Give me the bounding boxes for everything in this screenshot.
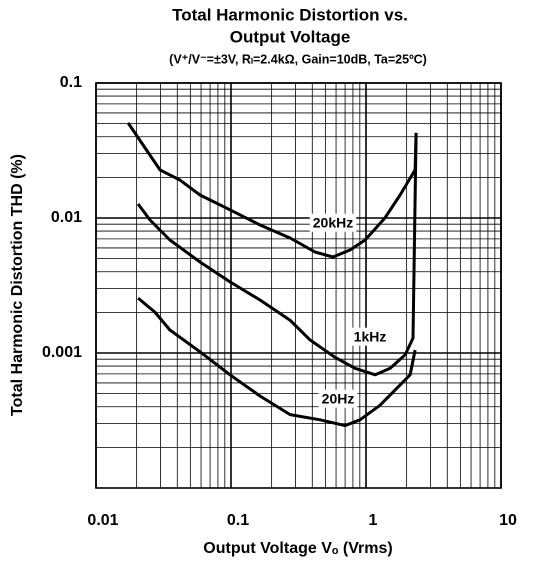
line-series — [126, 122, 418, 259]
chart-title: Output Voltage — [230, 27, 351, 46]
y-tick-label: 0.01 — [51, 209, 82, 226]
series-label-bg — [350, 327, 390, 346]
x-tick-label: 10 — [499, 512, 517, 529]
x-tick-label: 1 — [369, 512, 378, 529]
line-series — [137, 296, 417, 428]
series-label: 20Hz — [322, 391, 355, 407]
series-label: 20kHz — [313, 215, 353, 231]
chart-subtitle: (V⁺/V⁻=±3V, Rₗ=2.4kΩ, Gain=10dB, Ta=25ºC… — [169, 52, 427, 66]
series-label: 1kHz — [354, 329, 387, 345]
y-tick-label: 0.1 — [60, 74, 82, 91]
y-tick-label: 0.001 — [42, 344, 82, 361]
x-tick-label: 0.1 — [227, 512, 249, 529]
x-axis-label: Output Voltage Vₒ (Vrms) — [203, 540, 392, 557]
plot-frame — [95, 82, 502, 489]
line-series — [136, 132, 418, 377]
series-label-bg — [318, 389, 358, 408]
series-label-bg — [309, 213, 357, 232]
chart-title: Total Harmonic Distortion vs. — [172, 5, 408, 24]
x-tick-label: 0.01 — [87, 512, 118, 529]
y-axis-label: Total Harmonic Distortion THD (%) — [9, 154, 26, 416]
